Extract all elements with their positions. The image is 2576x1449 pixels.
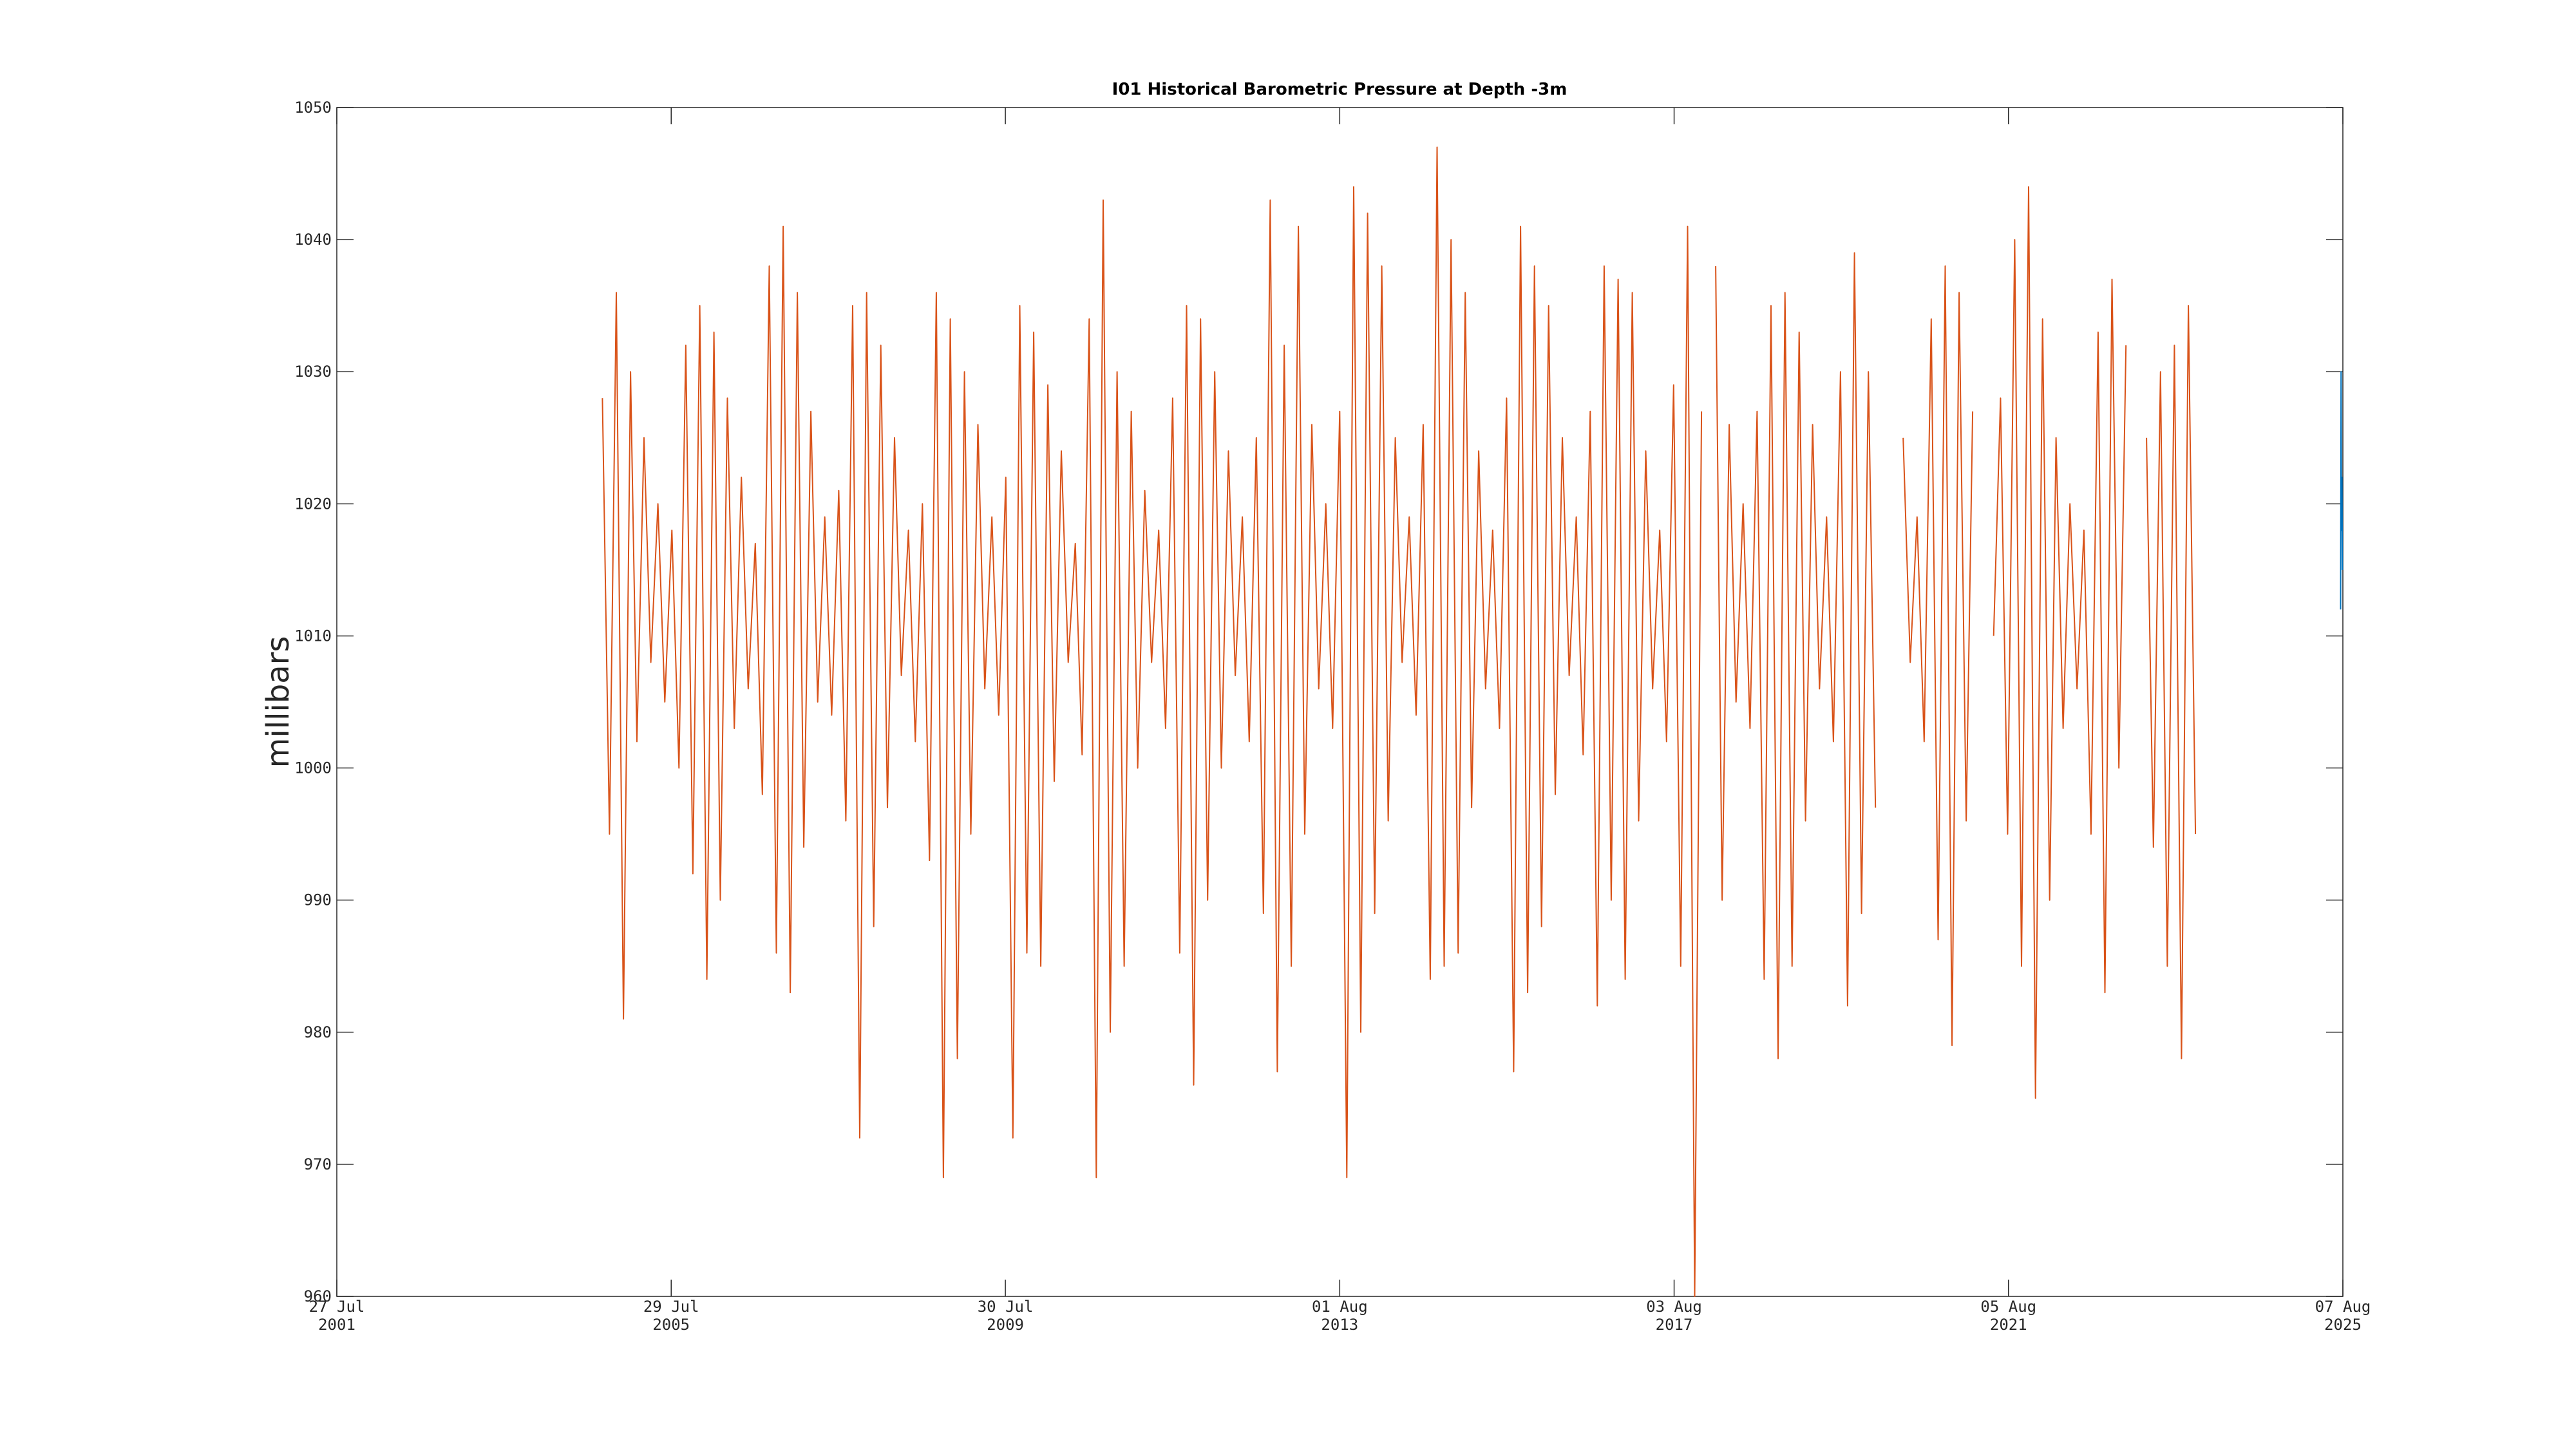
- x-tick-label: 2025: [2324, 1316, 2362, 1334]
- x-tick-label: 2021: [1990, 1316, 2027, 1334]
- x-tick-label: 2013: [1321, 1316, 1358, 1334]
- x-tick-label: 05 Aug: [1980, 1298, 2036, 1316]
- x-tick-label: 2001: [318, 1316, 355, 1334]
- x-tick-label: 01 Aug: [1312, 1298, 1368, 1316]
- y-tick-label: 960: [304, 1287, 332, 1305]
- x-tick-label: 2009: [987, 1316, 1024, 1334]
- x-tick-label: 2005: [652, 1316, 690, 1334]
- x-tick-label: 27 Jul: [309, 1298, 365, 1316]
- x-tick-label: 30 Jul: [978, 1298, 1034, 1316]
- y-tick-label: 990: [304, 891, 332, 909]
- x-tick-label: 03 Aug: [1646, 1298, 1702, 1316]
- data-line: [601, 146, 2197, 1297]
- chart-title: I01 Historical Barometric Pressure at De…: [1112, 80, 1567, 99]
- data-line: [2340, 371, 2344, 610]
- y-axis-label: millibars: [260, 636, 296, 768]
- y-tick-label: 1010: [294, 627, 332, 645]
- y-tick-label: 970: [304, 1155, 332, 1173]
- y-tick-label: 980: [304, 1023, 332, 1041]
- y-tick-label: 1020: [294, 495, 332, 513]
- y-tick-label: 1040: [294, 231, 332, 249]
- x-tick-label: 29 Jul: [643, 1298, 699, 1316]
- x-tick-label: 2017: [1656, 1316, 1693, 1334]
- x-tick-label: 07 Aug: [2315, 1298, 2371, 1316]
- y-tick-label: 1000: [294, 759, 332, 777]
- y-tick-label: 1030: [294, 363, 332, 381]
- y-tick-label: 1050: [294, 99, 332, 117]
